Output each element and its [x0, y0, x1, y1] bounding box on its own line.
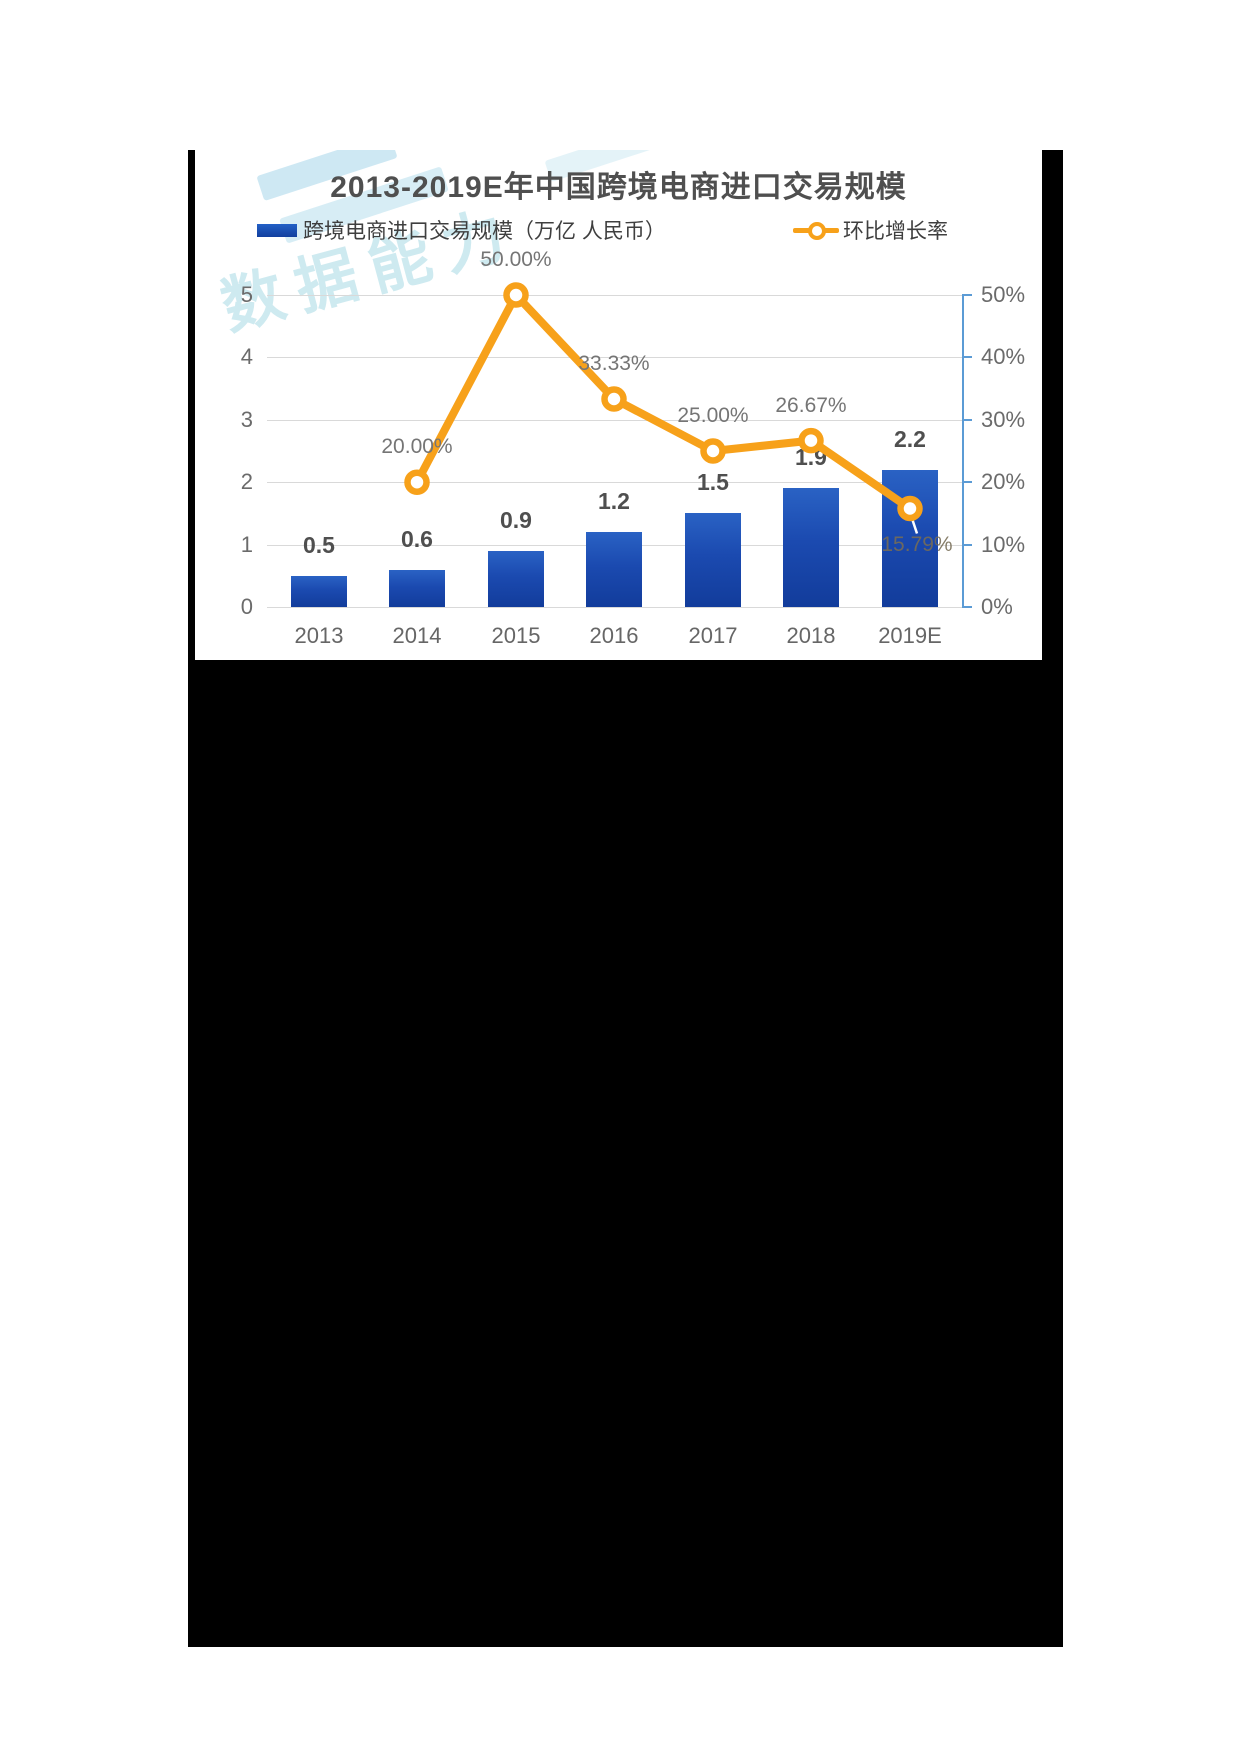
x-axis-label: 2016 — [589, 623, 639, 648]
line-marker — [798, 427, 824, 454]
y-axis-right-tick-label: 50% — [981, 282, 1026, 307]
bar-value-label: 0.9 — [500, 506, 532, 533]
bar-2016 — [586, 532, 642, 607]
bar-value-label: 0.6 — [401, 525, 433, 552]
y-axis-left-tick-label: 5 — [240, 282, 253, 307]
x-axis-label: 2019E — [878, 623, 942, 648]
legend-line-item: 环比增长率 — [793, 220, 948, 243]
legend-bar-label: 跨境电商进口交易规模（万亿 人民币） — [303, 220, 666, 243]
right-axis-tick — [962, 543, 972, 546]
right-axis-tick — [962, 418, 972, 421]
bar-swatch-icon — [257, 223, 297, 237]
growth-rate-label: 26.67% — [775, 393, 847, 417]
bar-2013 — [291, 575, 347, 607]
y-axis-left-tick-label: 2 — [240, 469, 253, 495]
gridline — [267, 607, 962, 608]
gridline — [267, 357, 962, 359]
growth-line — [404, 282, 923, 534]
y-axis-left-tick-label: 0 — [240, 594, 253, 619]
line-marker-icon — [793, 220, 839, 240]
x-axis-label: 2014 — [392, 623, 442, 648]
bar-value-label: 1.5 — [697, 469, 729, 496]
growth-rate-label: 25.00% — [677, 404, 749, 427]
bar-value-label: 1.2 — [598, 488, 630, 515]
y-axis-right-tick-label: 20% — [981, 469, 1026, 495]
gridline — [267, 482, 962, 484]
bar-value-label: 2.2 — [894, 425, 926, 452]
right-axis-tick — [962, 294, 972, 296]
gridline — [267, 295, 962, 296]
y-axis-left-tick-label: 1 — [240, 531, 253, 557]
x-axis-label: 2017 — [688, 623, 738, 648]
legend-line-label: 环比增长率 — [843, 220, 948, 243]
bar-2018 — [783, 488, 839, 607]
line-marker — [503, 282, 529, 308]
chart-title: 2013-2019E年中国跨境电商进口交易规模 — [330, 171, 907, 204]
growth-rate-label: 50.00% — [480, 248, 552, 271]
y-axis-right-tick-label: 0% — [981, 594, 1013, 619]
legend-bar-item: 跨境电商进口交易规模（万亿 人民币） — [257, 220, 666, 243]
bar-2015 — [488, 550, 544, 607]
x-axis-label: 2013 — [294, 623, 344, 648]
growth-rate-label: 20.00% — [381, 435, 453, 459]
chart-panel: 数据能力 2013-2019E年中国跨境电商进口交易规模 跨境电商进口交易规模（… — [195, 150, 1042, 660]
x-axis-label: 2018 — [786, 623, 836, 648]
y-axis-left-tick-label: 4 — [240, 344, 253, 370]
line-marker — [404, 469, 430, 495]
growth-rate-label: 15.79% — [881, 532, 953, 556]
right-axis-tick — [962, 356, 972, 359]
right-axis-tick — [962, 481, 972, 484]
line-marker — [700, 438, 726, 464]
y-axis-left-tick-label: 3 — [240, 406, 253, 432]
right-axis-line — [962, 295, 964, 608]
y-axis-right-tick-label: 40% — [981, 344, 1026, 370]
y-axis-right-tick-label: 30% — [981, 406, 1026, 432]
right-axis-tick — [962, 606, 972, 608]
bar-2017 — [685, 513, 741, 607]
line-marker — [601, 386, 627, 412]
gridline — [267, 419, 962, 421]
growth-rate-label: 33.33% — [578, 352, 650, 375]
y-axis-right-tick-label: 10% — [981, 531, 1026, 557]
bar-2014 — [389, 569, 445, 607]
bar-value-label: 0.5 — [303, 531, 335, 558]
line-marker — [897, 495, 923, 522]
x-axis-label: 2015 — [491, 623, 541, 648]
